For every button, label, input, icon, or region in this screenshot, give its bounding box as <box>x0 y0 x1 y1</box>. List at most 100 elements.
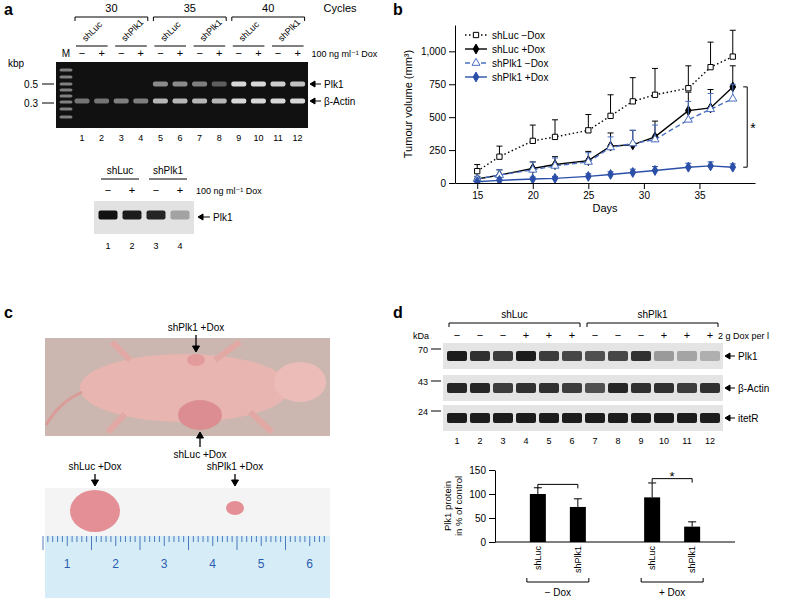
marker <box>552 134 557 139</box>
size-tick <box>431 411 441 412</box>
dox-sign: − <box>638 329 644 341</box>
tick-label: 250 <box>429 145 446 156</box>
dox-sign: − <box>157 47 163 59</box>
error-bar <box>608 95 614 116</box>
size-tick <box>431 349 441 350</box>
tick-label: 1,000 <box>421 46 446 57</box>
gel-band <box>585 351 605 361</box>
arrow-head <box>193 346 200 352</box>
label: shLuc +Dox <box>173 449 226 460</box>
gel-band <box>654 413 674 423</box>
label: shLuc +Dox <box>68 461 121 472</box>
lane-number: 8 <box>217 133 222 143</box>
tick: 250 <box>429 145 455 156</box>
tick-label: 150 <box>469 465 486 476</box>
plot-area <box>530 483 700 542</box>
tick-label: 100 <box>469 489 486 500</box>
gel-band <box>171 211 190 220</box>
chart-tumour-volume: 152025303502505007501,000DaysTumour volu… <box>402 26 756 215</box>
dox-sign: + <box>216 47 222 59</box>
figure: abcd303540CyclesshLucshPlk1shLucshPlk1sh… <box>0 0 788 605</box>
series-line <box>477 166 733 182</box>
cycle-label: 35 <box>184 2 196 14</box>
gel-band <box>654 383 674 393</box>
gel-band <box>493 383 513 393</box>
marker <box>708 64 713 69</box>
band-label: β-Actin <box>738 383 769 394</box>
gel-band <box>212 99 227 104</box>
axis-title: Plk1 protein <box>442 481 453 531</box>
tick-label: 50 <box>475 513 487 524</box>
gel-band <box>153 99 168 104</box>
band-label: Plk1 <box>738 351 758 362</box>
gel-band <box>470 413 490 423</box>
marker <box>608 113 613 118</box>
tick-label: 500 <box>429 112 446 123</box>
photo-background <box>45 488 330 536</box>
legend: shLuc −DoxshLuc +DoxshPlk1 −DoxshPlk1 +D… <box>465 30 548 83</box>
tumour <box>70 490 120 532</box>
gel-band <box>631 383 651 393</box>
arrow-head <box>310 98 315 104</box>
tick-mark <box>489 494 495 495</box>
lane-number: 10 <box>253 133 263 143</box>
gel-band <box>631 351 651 361</box>
dox-sign: + <box>684 329 690 341</box>
lane-number: 9 <box>236 133 241 143</box>
blot <box>443 375 723 401</box>
group-label: − Dox <box>545 587 571 598</box>
panel-c: shPlk1 +DoxshLuc +DoxshLuc +DoxshPlk1 +D… <box>43 322 330 598</box>
construct-label: shPlk1 <box>276 17 302 43</box>
gel-band <box>539 383 559 393</box>
panel-label: c <box>4 304 13 321</box>
lane-number: 4 <box>523 436 528 446</box>
gel-band <box>192 99 207 104</box>
arrow-head <box>232 480 239 486</box>
panel-label: b <box>393 1 403 18</box>
gel-band <box>60 89 73 92</box>
marker <box>608 170 614 180</box>
axis-line <box>456 183 756 184</box>
gel-band <box>251 99 266 104</box>
legend-label: shLuc +Dox <box>492 44 545 55</box>
size-label: 0.5 <box>24 79 38 90</box>
mouse-head <box>274 362 326 402</box>
error-bar <box>574 499 582 507</box>
label: shPlk1 +Dox <box>168 322 224 333</box>
legend-marker <box>473 32 478 37</box>
annotation-bracket <box>743 87 747 167</box>
lane-number: 3 <box>153 241 158 251</box>
lane-number: 6 <box>177 133 182 143</box>
gel-band <box>147 211 166 220</box>
marker <box>707 105 715 112</box>
ruler-ticks <box>43 536 324 550</box>
y-axis: 02505007501,000 <box>421 26 456 189</box>
error-bar <box>648 483 656 497</box>
lane-number: 1 <box>79 133 84 143</box>
axis-line <box>455 26 456 184</box>
lane-number: 11 <box>273 133 282 143</box>
construct-label: shLuc <box>159 19 183 43</box>
x-axis: 1520253035 <box>456 183 756 201</box>
dox-sign: − <box>615 329 621 341</box>
marker <box>652 92 657 97</box>
tick: 100 <box>469 489 495 500</box>
gel-band <box>539 413 559 423</box>
marker <box>585 171 591 181</box>
gel-band <box>539 351 559 361</box>
category-label: shLuc <box>533 546 543 571</box>
lane-number: 5 <box>546 436 551 446</box>
construct-label: shPlk1 <box>637 309 667 320</box>
legend-marker <box>473 72 479 82</box>
arrow-head <box>310 81 315 87</box>
ruler-number: 1 <box>64 557 71 571</box>
tick-mark <box>588 183 589 189</box>
error-bar <box>708 42 714 67</box>
bracket <box>587 323 718 327</box>
gel-band <box>700 383 720 393</box>
tick-mark <box>449 150 455 151</box>
dox-sign: + <box>707 329 713 341</box>
dox-sign: − <box>454 329 460 341</box>
tick-mark <box>699 183 700 189</box>
dox-sign: − <box>118 47 124 59</box>
